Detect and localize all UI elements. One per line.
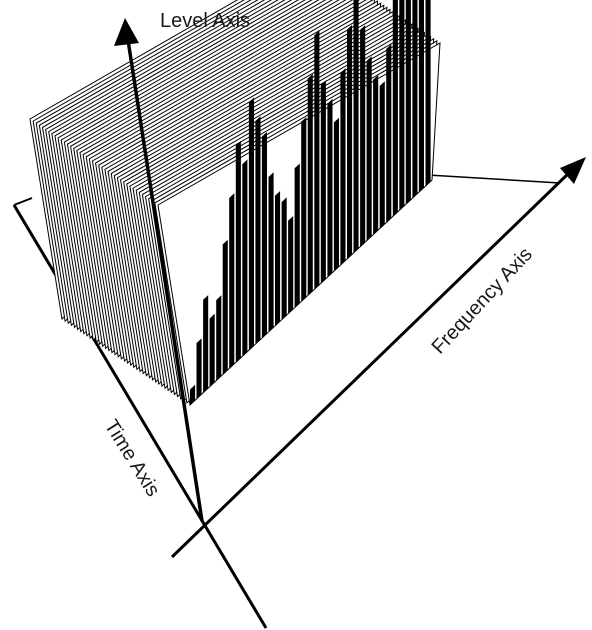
spectrum-bar <box>248 97 254 351</box>
spectrum-bar <box>261 131 267 339</box>
spectrum-bar <box>301 117 307 302</box>
spectrum-bar <box>399 0 405 211</box>
frequency-axis-label: Frequency Axis <box>428 243 537 358</box>
spectrum-bar <box>275 191 281 326</box>
spectrum-bar <box>196 338 202 399</box>
spectrum-bar <box>268 172 274 332</box>
level-axis-arrowhead <box>114 18 139 46</box>
spectrum-bar <box>190 384 196 405</box>
floor-back-edge <box>427 174 561 184</box>
spectrum-bar <box>209 313 215 387</box>
spectrum-bar <box>281 197 287 320</box>
spectrum-bar <box>314 30 320 290</box>
front-spectrum-bars <box>190 0 431 405</box>
spectrum-bar <box>347 24 353 260</box>
spectrum-bar <box>294 163 300 308</box>
spectrum-frame-stack <box>29 0 441 407</box>
spectrum-bar <box>203 295 209 393</box>
spectrum-bar <box>386 44 392 223</box>
spectrum-bar <box>418 0 424 193</box>
spectrum-bar <box>320 80 326 284</box>
spectrum-bar <box>229 193 235 369</box>
spectrum-bar <box>242 159 248 357</box>
level-axis-line <box>126 39 204 522</box>
spectrum-bar <box>353 0 359 253</box>
spectrum-bar <box>235 140 241 363</box>
spectrum-bar <box>327 99 333 278</box>
spectrum-bar <box>222 239 228 375</box>
spectrum-bar <box>366 56 372 241</box>
spectrum-bar <box>333 117 339 272</box>
spectrum-bar <box>360 25 366 247</box>
spectrum-bar <box>392 0 398 217</box>
floor-left-edge <box>13 197 33 206</box>
spectrum-bar <box>379 81 385 229</box>
spectrum-bar <box>307 73 313 296</box>
time-axis-label: Time Axis <box>100 416 164 501</box>
spectrum-bar <box>412 0 418 199</box>
frequency-axis-line <box>170 168 574 559</box>
frequency-axis-arrowhead <box>560 157 586 184</box>
spectrum-bar <box>216 295 222 381</box>
spectrum-bar <box>373 75 379 235</box>
spectrum-bar <box>405 0 411 205</box>
spectrum-bar <box>255 116 261 345</box>
level-axis-label: Level Axis <box>160 10 250 32</box>
spectrum-bar <box>288 216 294 314</box>
spectrum-bar <box>340 68 346 266</box>
spectrum-bar <box>425 0 431 187</box>
